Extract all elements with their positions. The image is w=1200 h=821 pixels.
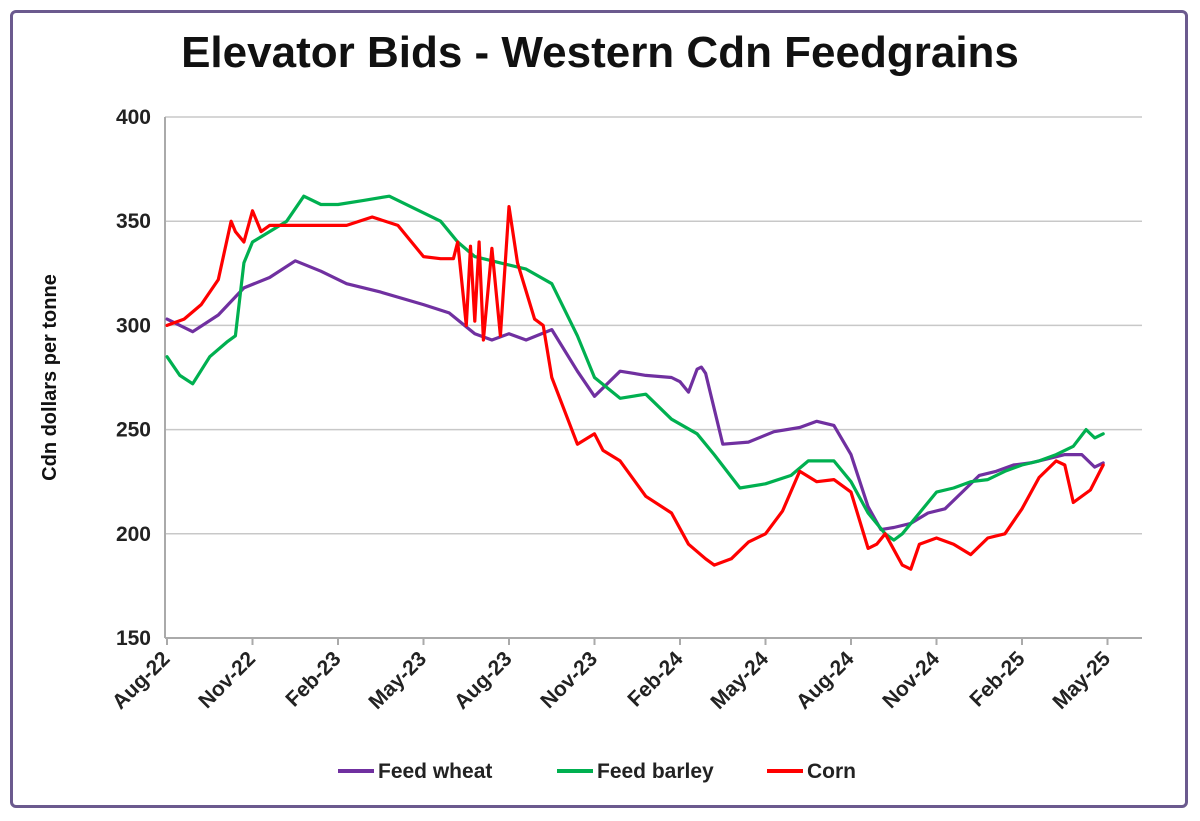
legend-label: Feed wheat xyxy=(378,760,492,783)
chart-title: Elevator Bids - Western Cdn Feedgrains xyxy=(181,28,1019,77)
x-tick-label: Aug-23 xyxy=(450,647,517,714)
axis-layer: 150 200 250 300 350 400 Aug-22 Nov-22 Feb-23 May-… xyxy=(108,106,1142,714)
grid-layer xyxy=(165,116,1142,535)
x-tick-label: May-23 xyxy=(364,647,431,714)
x-tick-label: Nov-24 xyxy=(878,647,944,713)
y-tick-label: 300 xyxy=(116,314,151,337)
x-tick-label: Nov-22 xyxy=(194,647,260,713)
legend-layer: Feed wheat Feed barley Corn xyxy=(338,760,856,783)
series-line-feed-wheat xyxy=(165,259,1105,532)
x-tick-label: Nov-23 xyxy=(536,647,602,713)
x-tick-label: Feb-24 xyxy=(623,647,687,711)
y-tick-label: 400 xyxy=(116,106,151,129)
series-layer xyxy=(165,194,1105,571)
y-tick-label: 200 xyxy=(116,523,151,546)
series-line-corn xyxy=(165,205,1105,571)
x-tick-label: Feb-23 xyxy=(281,647,345,711)
chart-frame xyxy=(10,10,1188,808)
y-tick-label: 350 xyxy=(116,210,151,233)
series-line-feed-barley xyxy=(165,194,1105,542)
y-tick-label: 150 xyxy=(116,627,151,650)
legend-label: Feed barley xyxy=(597,760,714,783)
y-tick-label: 250 xyxy=(116,419,151,442)
x-tick-label: Feb-25 xyxy=(965,647,1029,711)
x-tick-label: May-25 xyxy=(1048,647,1115,714)
x-tick-label: Aug-24 xyxy=(792,647,859,714)
legend-label: Corn xyxy=(807,760,856,783)
y-axis-label: Cdn dollars per tonne xyxy=(39,274,61,481)
x-tick-label: Aug-22 xyxy=(108,647,175,714)
x-tick-label: May-24 xyxy=(706,647,773,714)
